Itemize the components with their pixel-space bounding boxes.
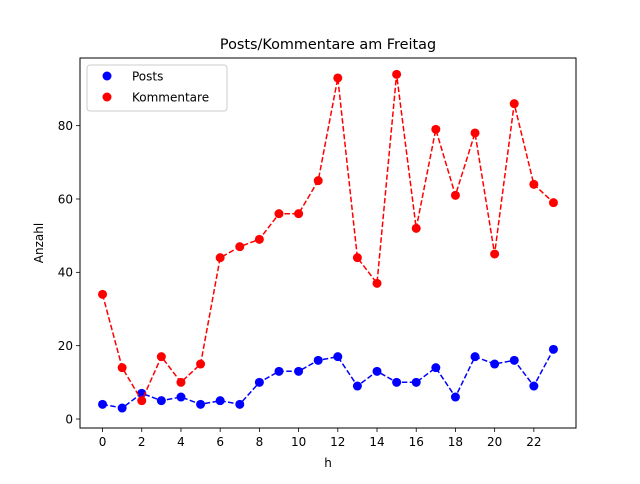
x-axis-ticks: 0 2 4 6 8 10 12 14 16 18 20 22	[99, 428, 541, 449]
x-tick-label: 20	[487, 435, 502, 449]
data-point	[352, 381, 362, 391]
data-point	[215, 396, 225, 406]
data-point	[274, 366, 284, 376]
legend-item-posts: Posts	[102, 70, 163, 84]
data-point	[176, 392, 186, 402]
data-point	[196, 359, 206, 369]
legend-marker-kommentare	[102, 92, 112, 102]
data-point	[529, 179, 539, 189]
legend-label-posts: Posts	[132, 70, 163, 84]
data-point	[548, 198, 558, 208]
data-point	[411, 377, 421, 387]
legend: Posts Kommentare	[86, 64, 228, 112]
data-point	[98, 289, 108, 299]
series-line	[101, 74, 555, 403]
x-tick-label: 18	[448, 435, 463, 449]
x-tick-label: 8	[256, 435, 264, 449]
x-tick-label: 6	[216, 435, 224, 449]
data-point	[156, 352, 166, 362]
legend-item-kommentare: Kommentare	[102, 91, 209, 105]
y-tick-label: 40	[58, 266, 73, 280]
data-point	[372, 366, 382, 376]
data-point	[490, 249, 500, 259]
plot-area	[98, 69, 558, 413]
y-axis-label: Anzahl	[32, 223, 46, 263]
data-point	[431, 124, 441, 134]
data-point	[392, 69, 402, 79]
legend-box	[86, 64, 228, 112]
data-point	[117, 403, 127, 413]
data-point	[352, 253, 362, 263]
chart-title: Posts/Kommentare am Freitag	[220, 37, 436, 53]
y-tick-label: 0	[65, 412, 73, 426]
data-point	[470, 352, 480, 362]
data-point	[215, 253, 225, 263]
plot-frame	[79, 57, 577, 429]
data-point	[490, 359, 500, 369]
legend-label-kommentare: Kommentare	[132, 91, 209, 105]
data-point	[313, 176, 323, 186]
y-axis-ticks: 0 20 40 60 80	[58, 119, 80, 426]
y-tick-label: 80	[58, 119, 73, 133]
data-point	[431, 363, 441, 373]
data-point	[450, 190, 460, 200]
x-tick-label: 2	[138, 435, 146, 449]
x-axis-label: h	[324, 456, 332, 470]
data-point	[235, 399, 245, 409]
series-kommentare	[98, 69, 558, 406]
data-point	[333, 73, 343, 83]
data-point	[372, 278, 382, 288]
data-point	[450, 392, 460, 402]
data-point	[254, 234, 264, 244]
data-point	[254, 377, 264, 387]
data-point	[176, 377, 186, 387]
y-tick-label: 20	[58, 339, 73, 353]
data-point	[470, 128, 480, 138]
data-point	[509, 99, 519, 109]
data-point	[156, 396, 166, 406]
x-tick-label: 0	[99, 435, 107, 449]
data-point	[392, 377, 402, 387]
data-point	[117, 363, 127, 373]
data-point	[529, 381, 539, 391]
x-tick-label: 4	[177, 435, 185, 449]
y-tick-label: 60	[58, 192, 73, 206]
data-point	[411, 223, 421, 233]
x-tick-label: 12	[330, 435, 345, 449]
data-point	[196, 399, 206, 409]
series-line	[102, 348, 555, 409]
x-tick-label: 22	[526, 435, 541, 449]
data-point	[274, 209, 284, 219]
data-point	[137, 396, 147, 406]
data-point	[333, 352, 343, 362]
legend-marker-posts	[102, 71, 112, 81]
data-point	[509, 355, 519, 365]
data-point	[98, 399, 108, 409]
x-tick-label: 16	[409, 435, 424, 449]
data-point	[548, 344, 558, 354]
data-point	[294, 209, 304, 219]
series-posts	[98, 344, 558, 413]
x-tick-label: 14	[369, 435, 384, 449]
data-point	[235, 242, 245, 252]
data-point	[294, 366, 304, 376]
data-point	[313, 355, 323, 365]
x-tick-label: 10	[291, 435, 306, 449]
